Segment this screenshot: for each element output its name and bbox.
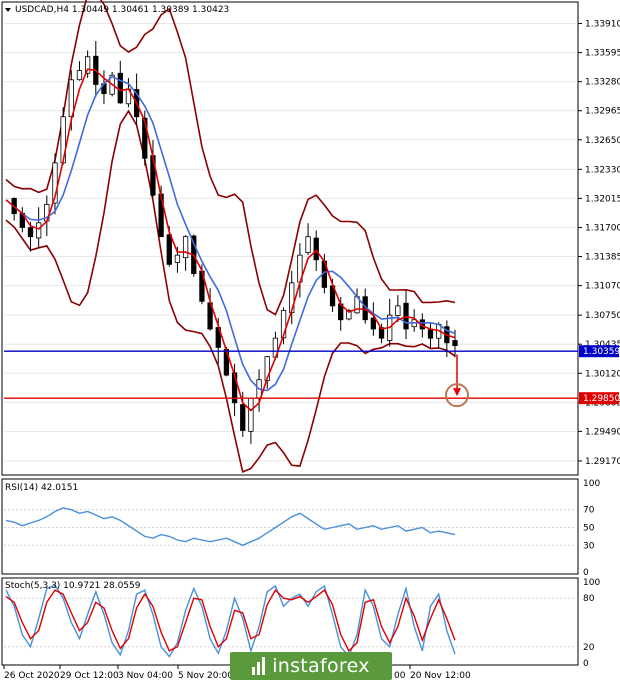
rsi-tick-label: 30: [583, 541, 595, 551]
level-tag-label: 1.29850: [583, 394, 620, 404]
price-pane-frame: [1, 1, 579, 476]
candle-body: [142, 117, 148, 159]
bollinger-bands: [5, 0, 456, 474]
price-tick-label: 1.31385: [585, 253, 620, 263]
moving-averages: [5, 68, 456, 412]
price-grid: [4, 23, 576, 462]
price-tick-label: 1.33595: [585, 49, 620, 59]
stoch-label: Stoch(5,3,3) 10.9721 28.0559: [5, 581, 141, 591]
level-tag: [579, 345, 619, 358]
stoch-tick-label: 0: [583, 659, 589, 669]
target-circle: [445, 383, 469, 408]
time-tick-label-partial: 00: [394, 671, 406, 681]
candle-body: [452, 340, 458, 346]
time-tick-label: 26 Oct 2020: [4, 671, 60, 681]
price-tick-label: 1.30120: [585, 369, 620, 379]
rsi-tick-label: 70: [583, 506, 595, 516]
rsi-grid: 100 70 50 30 0: [4, 479, 600, 578]
candle-body: [166, 234, 172, 265]
candle-body: [76, 70, 83, 81]
rsi-tick-label: 50: [583, 524, 595, 534]
level-tag: [579, 392, 619, 405]
stoch-lines: [5, 584, 456, 658]
symbol-header: USDCAD,H4 1.30449 1.30461 1.30389 1.3042…: [15, 5, 229, 15]
price-tick-label: 1.31700: [585, 223, 620, 233]
ma-slow-line: [5, 75, 456, 392]
price-tick-label: 1.33910: [585, 20, 620, 30]
candle-body: [36, 222, 42, 239]
time-axis: 26 Oct 2020 29 Oct 12:00 3 Nov 04:00 5 Nov …: [3, 665, 471, 681]
price-tick-label: 1.30435: [585, 340, 620, 350]
horizontal-levels: 1.30359 1.29850: [4, 345, 620, 405]
candle-body: [370, 317, 377, 330]
candle-body: [84, 56, 91, 74]
rsi-pane-frame: [1, 478, 579, 575]
candlesticks: [11, 41, 458, 444]
price-tick-label: 1.31070: [585, 282, 620, 292]
ma-fast-line: [5, 68, 456, 412]
time-tick-label: 20 Nov 12:00: [410, 671, 471, 681]
logo-bars-icon: [252, 657, 266, 675]
instaforex-logo: instaforex: [230, 652, 392, 680]
time-tick-label: 29 Oct 12:00: [60, 671, 119, 681]
price-tick-label: 1.33280: [585, 78, 620, 88]
arrow-head-icon: [453, 388, 461, 397]
candle-body: [174, 254, 181, 263]
rsi-line: [5, 507, 456, 547]
price-tick-label: 1.32650: [585, 136, 620, 146]
candle-body: [117, 72, 123, 104]
candle-body: [346, 310, 352, 320]
level-tag-label: 1.30359: [583, 347, 620, 357]
price-tick-label: 1.29490: [585, 427, 620, 437]
price-tick-label: 1.32330: [585, 165, 620, 175]
rsi-series-line: [5, 507, 456, 547]
candle-body: [240, 404, 246, 431]
time-tick-label: 5 Nov 20:00: [178, 671, 233, 681]
stoch-tick-label: 80: [583, 594, 595, 604]
candle-body: [280, 310, 287, 339]
rsi-tick-label: 0: [583, 568, 589, 578]
candle-body: [395, 305, 401, 316]
stoch-tick-label: 20: [583, 643, 595, 653]
logo-text: instaforex: [272, 655, 370, 677]
target-arrow: [445, 354, 469, 408]
candle-body: [182, 236, 189, 259]
price-tick-label: 1.32015: [585, 194, 620, 204]
candle-body: [427, 329, 434, 339]
price-tick-label: 1.32965: [585, 107, 620, 117]
candle-body: [313, 237, 319, 261]
time-tick-label: 3 Nov 04:00: [118, 671, 173, 681]
price-tick-label: 1.30750: [585, 311, 620, 321]
candle-body: [248, 397, 254, 432]
price-tick-label: 1.29170: [585, 457, 620, 467]
bollinger-upper: [5, 0, 456, 316]
stoch-d-line: [5, 588, 456, 653]
collapse-triangle-icon[interactable]: [5, 8, 11, 12]
rsi-tick-label: 100: [583, 479, 600, 489]
stoch-k-line: [5, 584, 456, 658]
candle-body: [27, 227, 34, 238]
candle-body: [52, 162, 58, 204]
candle-body: [68, 79, 74, 118]
rsi-label: RSI(14) 42.0151: [5, 483, 78, 493]
stoch-tick-label: 100: [583, 578, 600, 588]
bollinger-lower: [5, 109, 456, 474]
candle-body: [305, 236, 311, 253]
stoch-grid: 100 80 20 0: [4, 578, 600, 669]
